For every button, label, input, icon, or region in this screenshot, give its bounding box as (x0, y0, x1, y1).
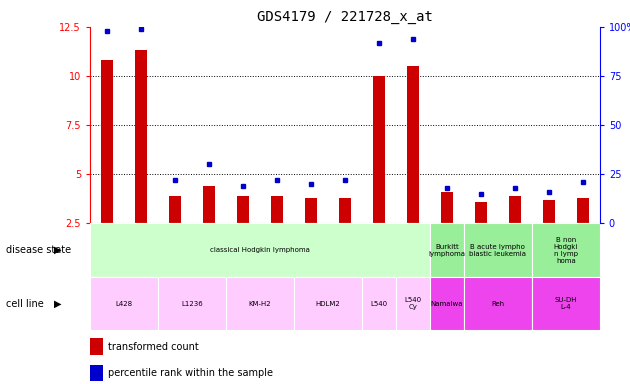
Bar (509, 196, 521, 223)
Text: Reh: Reh (491, 301, 505, 307)
Text: percentile rank within the sample: percentile rank within the sample (108, 368, 273, 378)
Bar (101, 60, 113, 223)
Bar (532, 277, 600, 330)
Text: Namalwa: Namalwa (431, 301, 463, 307)
Text: SU-DH
L-4: SU-DH L-4 (554, 297, 577, 310)
Bar (430, 277, 464, 330)
Text: L1236: L1236 (181, 301, 203, 307)
Bar (169, 196, 181, 223)
Text: KM-H2: KM-H2 (249, 301, 272, 307)
Text: B non
Hodgki
n lymp
homa: B non Hodgki n lymp homa (554, 237, 578, 263)
Bar (90, 223, 430, 277)
Text: L540
Cy: L540 Cy (404, 297, 421, 310)
Bar (339, 198, 351, 223)
Bar (362, 277, 396, 330)
Bar (475, 202, 487, 223)
Text: cell line: cell line (6, 299, 44, 309)
Bar (90, 277, 158, 330)
Bar (237, 196, 249, 223)
Bar (90, 365, 103, 381)
Bar (90, 338, 103, 354)
Text: L428: L428 (115, 301, 133, 307)
Bar (294, 277, 362, 330)
Bar (464, 277, 532, 330)
Bar (271, 196, 283, 223)
Bar (430, 223, 464, 277)
Bar (532, 223, 600, 277)
Bar (396, 277, 430, 330)
Text: disease state: disease state (6, 245, 71, 255)
Bar (577, 198, 588, 223)
Bar (464, 223, 532, 277)
Bar (441, 192, 453, 223)
Text: classical Hodgkin lymphoma: classical Hodgkin lymphoma (210, 247, 310, 253)
Text: L540: L540 (370, 301, 387, 307)
Bar (158, 277, 226, 330)
Title: GDS4179 / 221728_x_at: GDS4179 / 221728_x_at (257, 10, 433, 25)
Bar (226, 277, 294, 330)
Text: HDLM2: HDLM2 (316, 301, 340, 307)
Bar (135, 50, 147, 223)
Text: transformed count: transformed count (108, 341, 198, 351)
Text: ▶: ▶ (54, 245, 61, 255)
Bar (543, 200, 555, 223)
Bar (373, 76, 385, 223)
Bar (203, 186, 215, 223)
Text: B acute lympho
blastic leukemia: B acute lympho blastic leukemia (469, 243, 526, 257)
Text: Burkitt
lymphoma: Burkitt lymphoma (428, 243, 466, 257)
Bar (407, 66, 419, 223)
Bar (305, 198, 317, 223)
Text: ▶: ▶ (54, 299, 61, 309)
